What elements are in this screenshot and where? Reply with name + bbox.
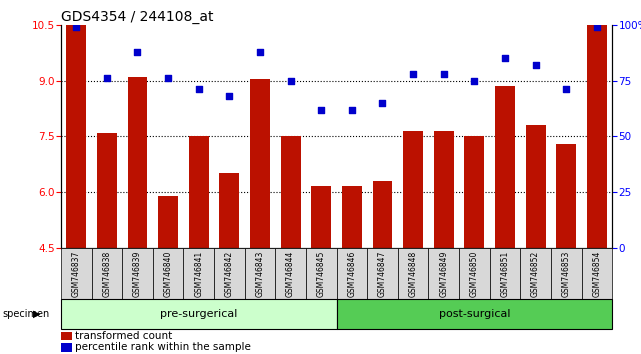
Text: GSM746849: GSM746849 — [439, 250, 448, 297]
Text: transformed count: transformed count — [74, 331, 172, 341]
Bar — [158, 196, 178, 248]
Text: GSM746851: GSM746851 — [501, 250, 510, 297]
Text: GSM746838: GSM746838 — [103, 250, 112, 297]
Point — [531, 62, 541, 68]
Text: GSM746846: GSM746846 — [347, 250, 356, 297]
Text: post-surgical: post-surgical — [438, 309, 510, 319]
Text: GSM746853: GSM746853 — [562, 250, 570, 297]
Bar — [556, 144, 576, 248]
Point — [438, 71, 449, 77]
Point — [378, 100, 388, 105]
Bar — [122, 248, 153, 299]
Point — [316, 107, 326, 112]
Text: GSM746845: GSM746845 — [317, 250, 326, 297]
Bar — [312, 187, 331, 248]
Bar — [61, 299, 337, 329]
Point — [347, 107, 357, 112]
Bar — [459, 248, 490, 299]
Text: GSM746842: GSM746842 — [225, 250, 234, 297]
Bar — [250, 79, 270, 248]
Bar — [526, 125, 545, 248]
Text: GSM746839: GSM746839 — [133, 250, 142, 297]
Bar — [66, 25, 86, 248]
Text: pre-surgerical: pre-surgerical — [160, 309, 237, 319]
Bar — [428, 248, 459, 299]
Point — [592, 24, 602, 30]
Bar — [128, 77, 147, 248]
Bar — [183, 248, 214, 299]
Text: GSM746841: GSM746841 — [194, 250, 203, 297]
Bar — [398, 248, 428, 299]
Text: GSM746852: GSM746852 — [531, 250, 540, 297]
Bar — [188, 136, 209, 248]
Bar — [61, 343, 72, 352]
Bar — [61, 332, 72, 341]
Text: percentile rank within the sample: percentile rank within the sample — [74, 342, 251, 352]
Bar — [587, 25, 607, 248]
Point — [408, 71, 418, 77]
Text: GSM746844: GSM746844 — [286, 250, 295, 297]
Text: GSM746847: GSM746847 — [378, 250, 387, 297]
Text: GSM746840: GSM746840 — [163, 250, 172, 297]
Point — [469, 78, 479, 84]
Bar — [275, 248, 306, 299]
Bar — [367, 248, 398, 299]
Text: GSM746850: GSM746850 — [470, 250, 479, 297]
Bar — [153, 248, 183, 299]
Bar — [245, 248, 275, 299]
Bar — [281, 136, 301, 248]
Point — [500, 55, 510, 61]
Point — [285, 78, 296, 84]
Bar — [403, 131, 423, 248]
Bar — [337, 248, 367, 299]
Bar — [464, 136, 485, 248]
Point — [194, 87, 204, 92]
Text: GSM746848: GSM746848 — [408, 250, 417, 297]
Bar — [372, 181, 392, 248]
Point — [224, 93, 235, 99]
Bar — [581, 248, 612, 299]
Bar — [219, 173, 239, 248]
Bar — [61, 248, 92, 299]
Bar — [342, 187, 362, 248]
Text: GDS4354 / 244108_at: GDS4354 / 244108_at — [61, 10, 213, 24]
Bar — [490, 248, 520, 299]
Bar — [495, 86, 515, 248]
Point — [255, 49, 265, 55]
Bar — [434, 131, 454, 248]
Point — [163, 75, 173, 81]
Point — [71, 24, 81, 30]
Text: specimen: specimen — [2, 309, 49, 319]
Bar — [551, 248, 581, 299]
Bar — [520, 248, 551, 299]
Bar — [337, 299, 612, 329]
Bar — [92, 248, 122, 299]
Point — [132, 49, 142, 55]
Text: GSM746854: GSM746854 — [592, 250, 601, 297]
Point — [561, 87, 571, 92]
Bar — [214, 248, 245, 299]
Point — [102, 75, 112, 81]
Text: GSM746843: GSM746843 — [256, 250, 265, 297]
Text: GSM746837: GSM746837 — [72, 250, 81, 297]
Text: ▶: ▶ — [33, 309, 41, 319]
Bar — [97, 133, 117, 248]
Bar — [306, 248, 337, 299]
